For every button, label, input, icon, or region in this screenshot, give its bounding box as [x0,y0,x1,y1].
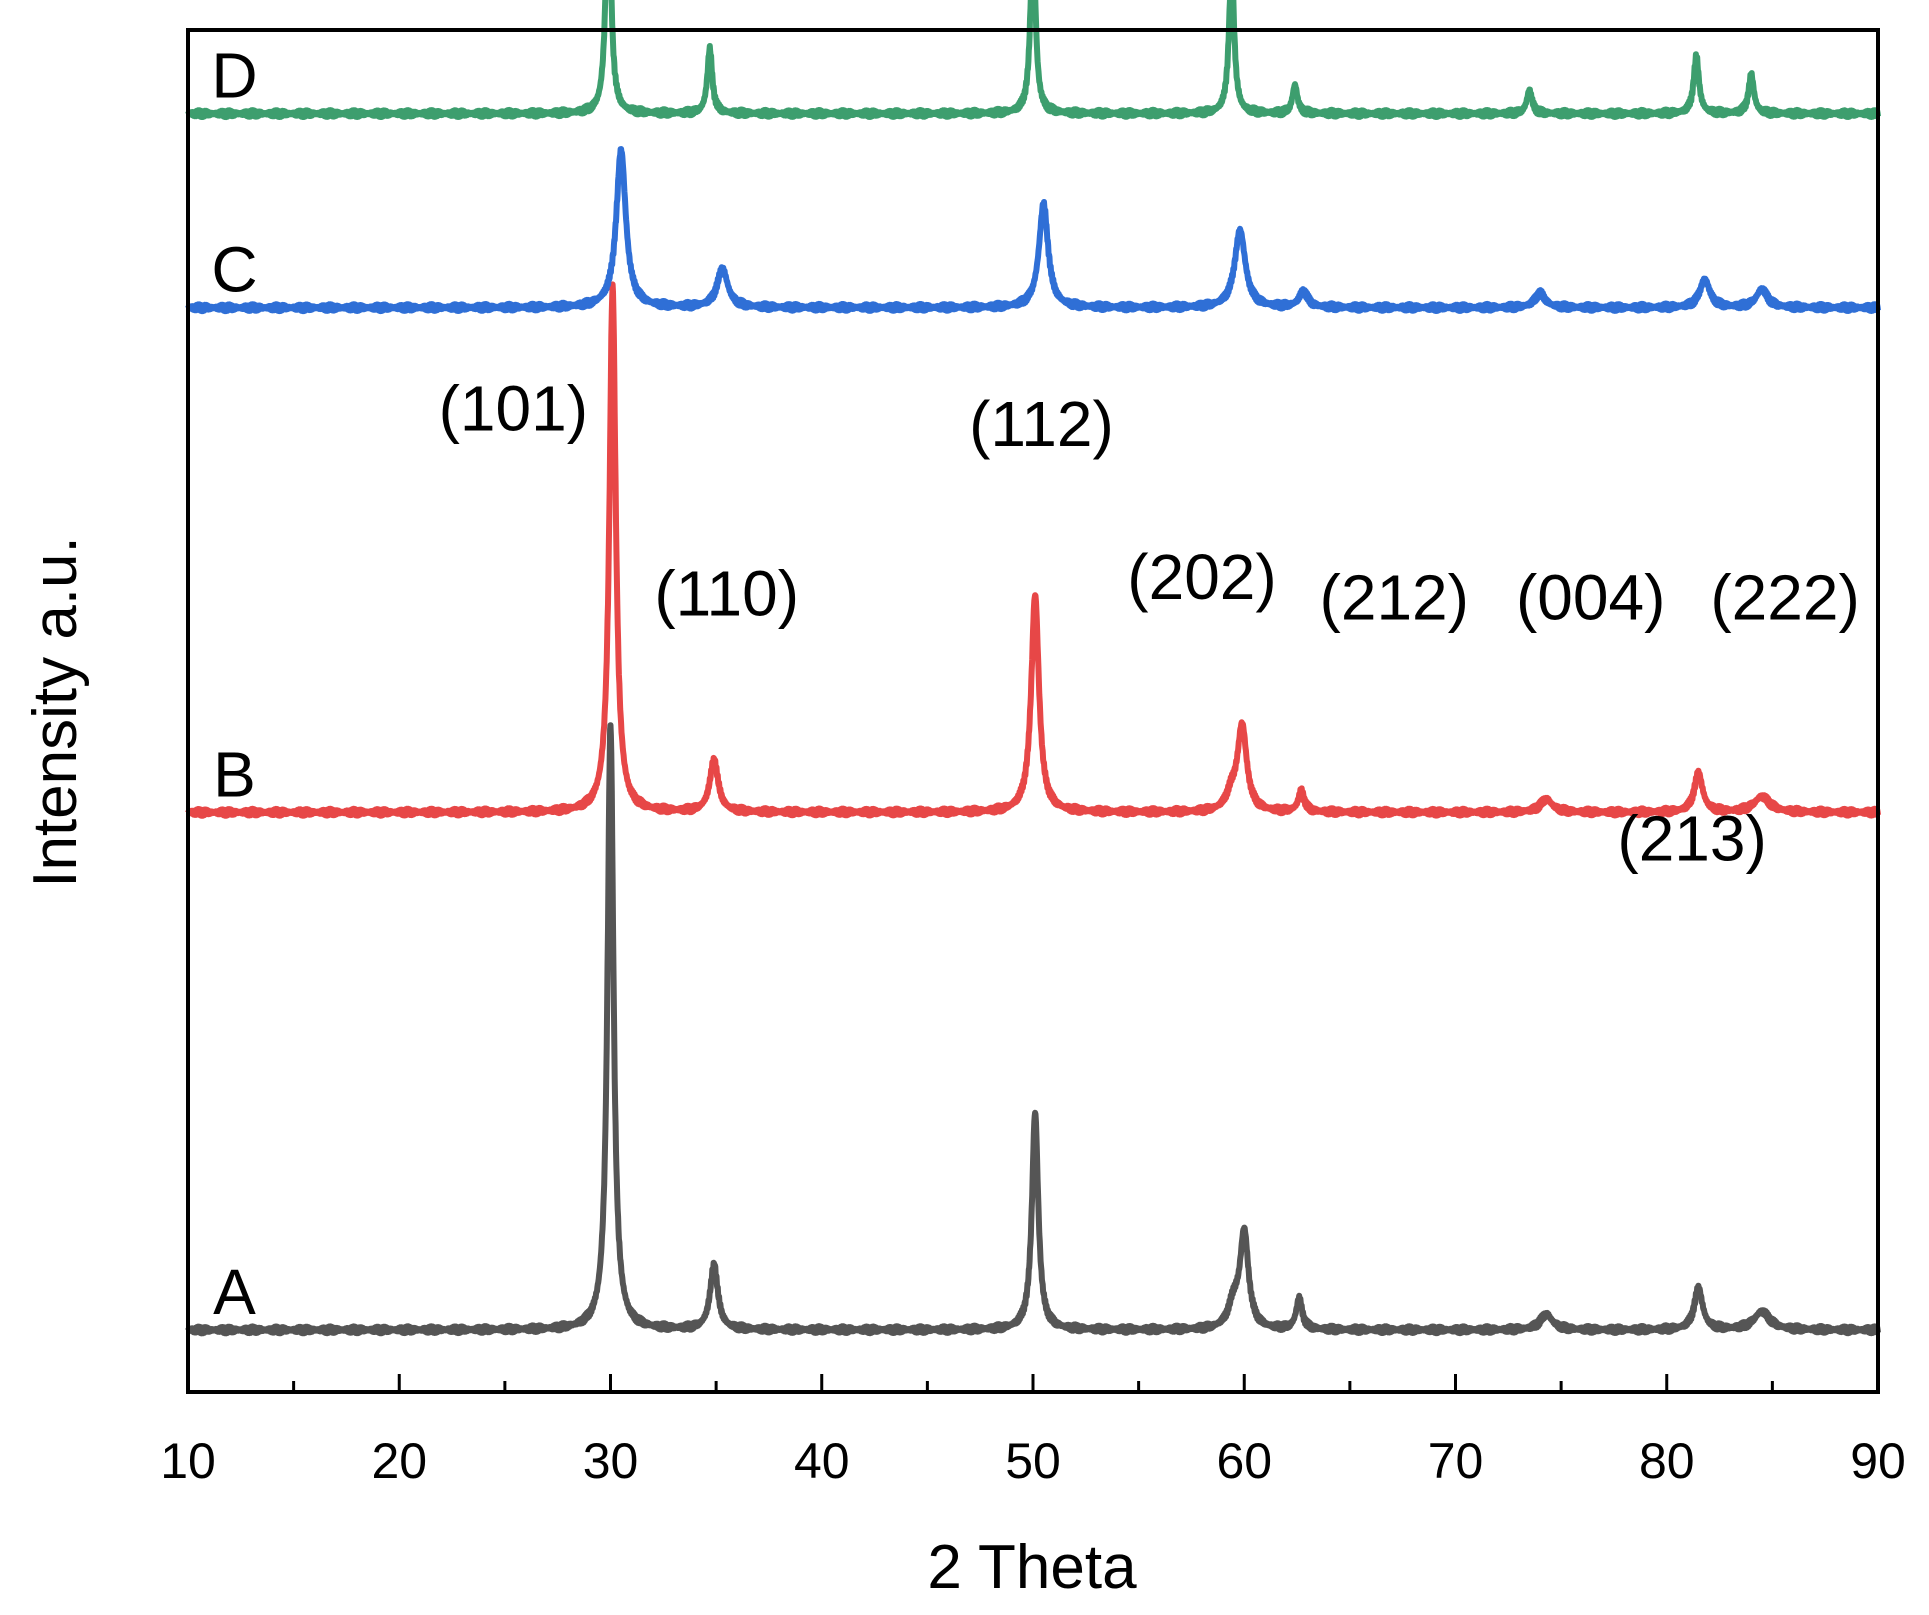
series-b-line [185,281,1881,819]
series-label-a: A [213,1256,256,1328]
x-tick-label-10: 10 [160,1433,216,1489]
peak-label-110: (110) [654,558,799,630]
x-tick-label-20: 20 [371,1433,427,1489]
y-axis-title: Intensity a.u. [21,536,90,888]
x-tick-label-40: 40 [794,1433,850,1489]
peak-label-112: (112) [969,388,1114,460]
peak-label-101: (101) [439,373,588,445]
peak-label-212: (212) [1320,562,1469,634]
annotation-layer: A B C D (101) (110) (112) (202) (212) (004) (222) (… [211,40,1859,1328]
x-tick-label-60: 60 [1216,1433,1272,1489]
series-layer [185,0,1881,1337]
series-label-b: B [213,738,256,810]
peak-label-004: (004) [1516,562,1665,634]
x-tick-label-50: 50 [1005,1433,1061,1489]
x-tick-label-90: 90 [1850,1433,1906,1489]
peak-label-202: (202) [1127,541,1276,613]
series-d-line [185,0,1881,121]
series-a-line [185,722,1881,1337]
series-c-line [185,146,1881,315]
series-label-c: C [211,234,257,306]
peak-label-213: (213) [1617,802,1766,874]
x-axis-ticks: 10 20 30 40 50 60 70 80 90 [160,1374,1906,1489]
x-axis-title: 2 Theta [927,1533,1137,1602]
x-tick-label-70: 70 [1428,1433,1484,1489]
x-tick-label-80: 80 [1639,1433,1695,1489]
x-tick-label-30: 30 [583,1433,639,1489]
peak-label-222: (222) [1710,562,1859,634]
series-label-d: D [211,40,257,112]
